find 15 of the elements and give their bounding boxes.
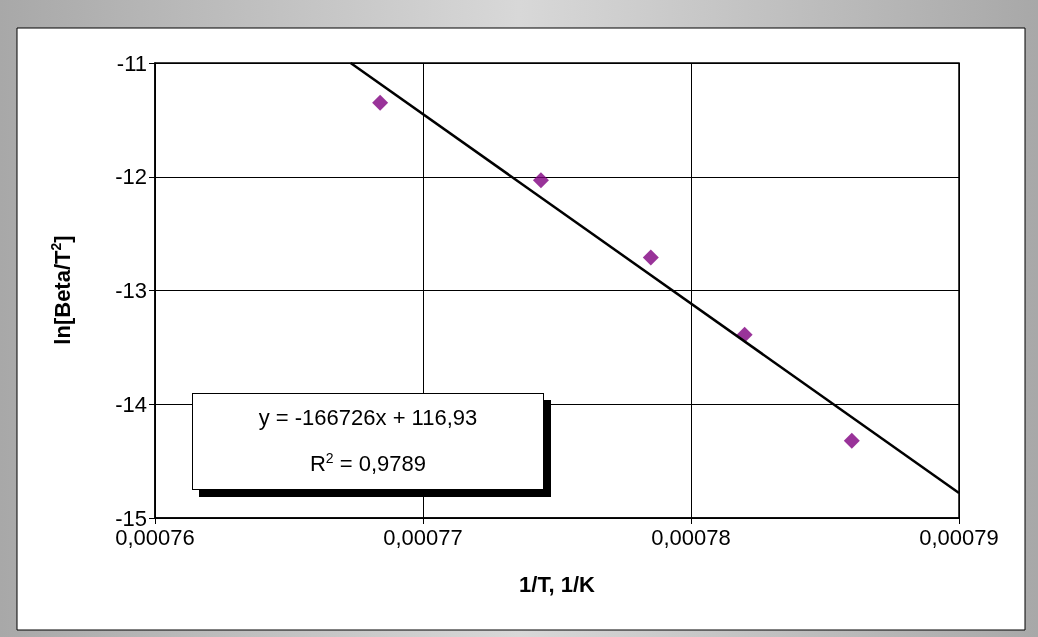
point [843,432,860,449]
y-tick-label: -14 [115,391,147,417]
y-tick-label: -15 [115,505,147,531]
point [372,94,389,111]
x-tick-label: 0,00078 [651,524,731,550]
y-tick-label: -12 [115,164,147,190]
point [642,249,659,266]
annotation: R$^{2}$ = 0,9789 [308,449,428,479]
x-tick-label: 0,00077 [383,524,463,550]
annotation: y = -166726x + 116,93 [257,404,479,433]
y-tick-label: -13 [115,278,147,303]
y-tick-label: -11 [116,50,147,76]
point [532,172,549,189]
x-tick-label: 0,00079 [919,524,999,550]
x-axis-title: 1/T, 1/K [519,571,596,597]
